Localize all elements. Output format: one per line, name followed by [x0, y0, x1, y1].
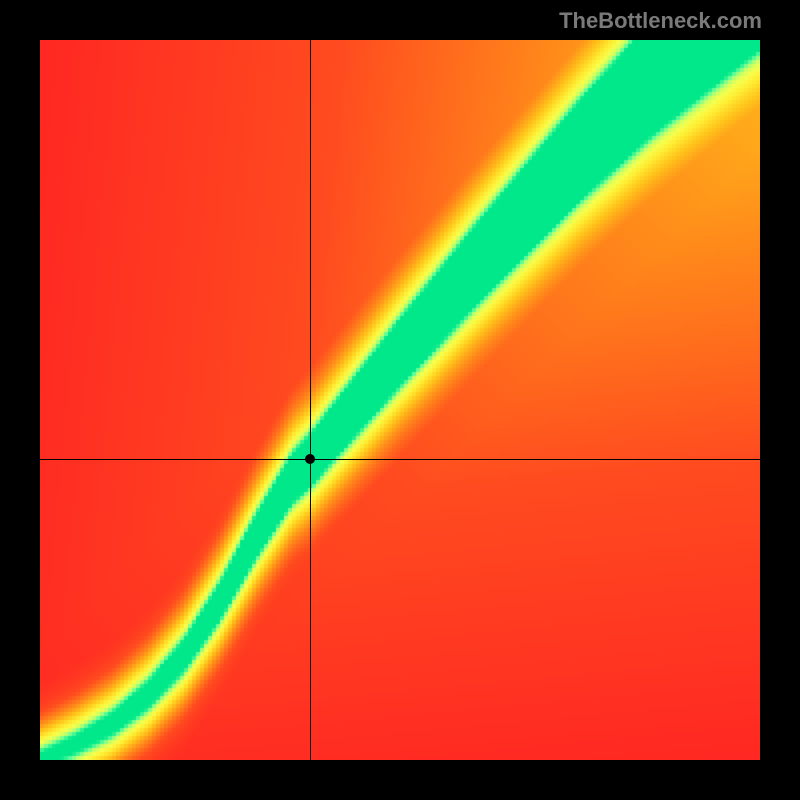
crosshair-horizontal: [40, 459, 760, 460]
marker-dot: [305, 454, 315, 464]
bottleneck-heatmap-chart: TheBottleneck.com: [0, 0, 800, 800]
heatmap-canvas: [40, 40, 760, 760]
crosshair-vertical: [310, 40, 311, 760]
watermark-text: TheBottleneck.com: [559, 8, 762, 34]
